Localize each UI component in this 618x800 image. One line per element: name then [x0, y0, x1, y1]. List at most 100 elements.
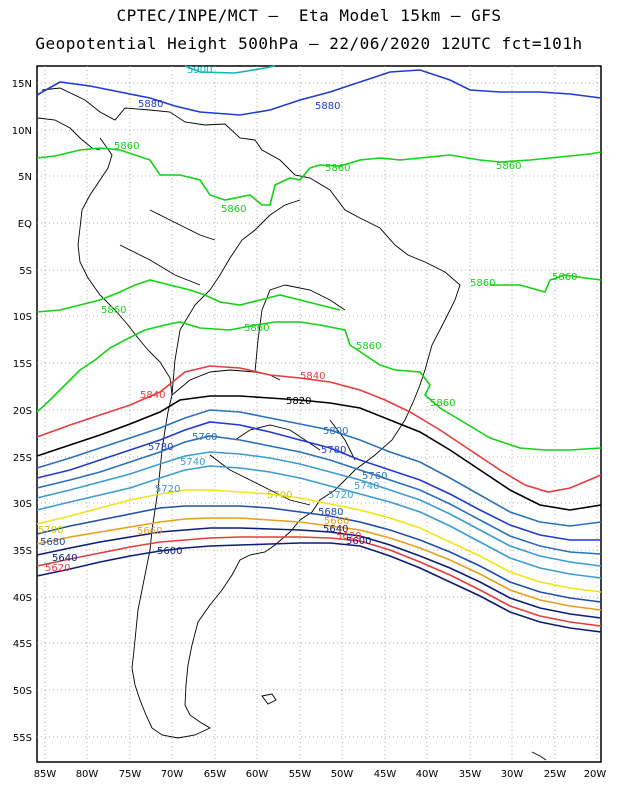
lon-label: 55W — [289, 769, 312, 780]
contour-label: 5880 — [138, 99, 163, 110]
contour-5660 — [36, 517, 602, 611]
lat-label: 10S — [13, 312, 32, 323]
contour-label: 5820 — [286, 396, 311, 407]
contour-label: 5840 — [300, 371, 325, 382]
contour-5860-north — [36, 147, 602, 206]
contour-label: 5760 — [192, 432, 217, 443]
lat-label: 50S — [13, 686, 32, 697]
country-borders — [119, 199, 356, 506]
lat-label: 40S — [13, 593, 32, 604]
lon-label: 45W — [374, 769, 397, 780]
contour-label: 5720 — [328, 490, 353, 501]
contour-5680 — [36, 505, 602, 603]
lat-label: 55S — [13, 733, 32, 744]
contour-labels: 5900 5880 5880 5860 5860 5860 5860 5860 … — [38, 65, 577, 574]
lat-label: 35S — [13, 546, 32, 557]
contour-label: 5860 — [552, 272, 577, 283]
contour-label: 5700 — [267, 490, 292, 501]
lat-label: EQ — [18, 219, 32, 230]
contour-label: 5860 — [496, 161, 521, 172]
contour-lines — [36, 65, 602, 633]
contour-5840 — [36, 365, 602, 493]
contour-label: 5740 — [180, 457, 205, 468]
contour-5860-east — [490, 274, 602, 293]
lon-label: 60W — [246, 769, 269, 780]
contour-5880 — [36, 69, 602, 116]
contour-label: 5860 — [221, 204, 246, 215]
contour-5740 — [36, 451, 602, 567]
contour-label: 5860 — [356, 341, 381, 352]
lon-label: 25W — [544, 769, 567, 780]
lon-label: 50W — [331, 769, 354, 780]
contour-5640 — [36, 527, 602, 619]
contour-label: 5600 — [346, 536, 371, 547]
contour-5820 — [36, 395, 602, 511]
contour-label: 5740 — [354, 481, 379, 492]
contour-label: 5640 — [52, 553, 77, 564]
contour-label: 5720 — [155, 484, 180, 495]
contour-5600 — [36, 542, 602, 633]
map-title-line-1: CPTEC/INPE/MCT – Eta Model 15km – GFS — [116, 6, 502, 25]
map-title-line-2: Geopotential Height 500hPa – 22/06/2020 … — [35, 34, 583, 53]
lat-label: 15N — [12, 79, 32, 90]
map-frame — [36, 65, 602, 763]
lon-label: 35W — [459, 769, 482, 780]
contour-label: 5860 — [244, 323, 269, 334]
lon-label: 30W — [501, 769, 524, 780]
south-america-coastline — [41, 87, 461, 739]
lat-label: 20S — [13, 406, 32, 417]
island-falklands — [261, 693, 277, 705]
contour-label: 5640 — [323, 524, 348, 535]
contour-label: 5680 — [40, 537, 65, 548]
contour-label: 5680 — [318, 507, 343, 518]
contour-5900 — [184, 65, 276, 74]
lat-label: 5S — [19, 266, 32, 277]
contour-label: 5880 — [315, 101, 340, 112]
contour-label: 5780 — [321, 445, 346, 456]
lon-label: 20W — [584, 769, 607, 780]
contour-5720 — [36, 465, 602, 579]
lon-label: 75W — [119, 769, 142, 780]
lat-label: 30S — [13, 499, 32, 510]
lon-label: 65W — [204, 769, 227, 780]
contour-label: 5760 — [362, 471, 387, 482]
latitude-labels: 15N 10N 5N EQ 5S 10S 15S 20S 25S 30S 35S… — [12, 79, 32, 744]
contour-label: 5860 — [114, 141, 139, 152]
contour-label: 5660 — [324, 516, 349, 527]
lat-label: 45S — [13, 639, 32, 650]
contour-5800 — [36, 409, 602, 527]
lat-label: 25S — [13, 453, 32, 464]
contour-label: 5840 — [140, 390, 165, 401]
lat-label: 10N — [12, 126, 32, 137]
contour-label: 5780 — [148, 442, 173, 453]
contour-5780 — [36, 421, 601, 541]
lon-label: 85W — [34, 769, 57, 780]
lon-label: 80W — [76, 769, 99, 780]
lon-label: 70W — [161, 769, 184, 780]
contour-label: 5900 — [187, 65, 212, 76]
lat-label: 15S — [13, 359, 32, 370]
contour-label: 5600 — [157, 546, 182, 557]
contour-5860-west — [36, 279, 341, 313]
contour-5620 — [36, 536, 602, 627]
contour-label: 5860 — [470, 278, 495, 289]
contour-label: 5620 — [45, 563, 70, 574]
graticule — [37, 66, 601, 762]
contour-label: 5860 — [325, 163, 350, 174]
central-america-coastline — [37, 117, 101, 151]
lon-label: 40W — [416, 769, 439, 780]
contour-5700 — [36, 489, 602, 593]
contour-label: 5620 — [336, 531, 361, 542]
island-south-georgia — [531, 751, 547, 761]
contour-5860-south — [36, 321, 602, 451]
contour-label: 5700 — [38, 525, 63, 536]
contour-5760 — [36, 435, 602, 555]
contour-label: 5660 — [137, 526, 162, 537]
contour-label: 5860 — [430, 398, 455, 409]
longitude-labels: 85W 80W 75W 70W 65W 60W 55W 50W 45W 40W … — [34, 769, 607, 780]
lat-label: 5N — [18, 172, 32, 183]
coastline — [37, 87, 547, 761]
contour-label: 5800 — [323, 426, 348, 437]
contour-label: 5860 — [101, 305, 126, 316]
